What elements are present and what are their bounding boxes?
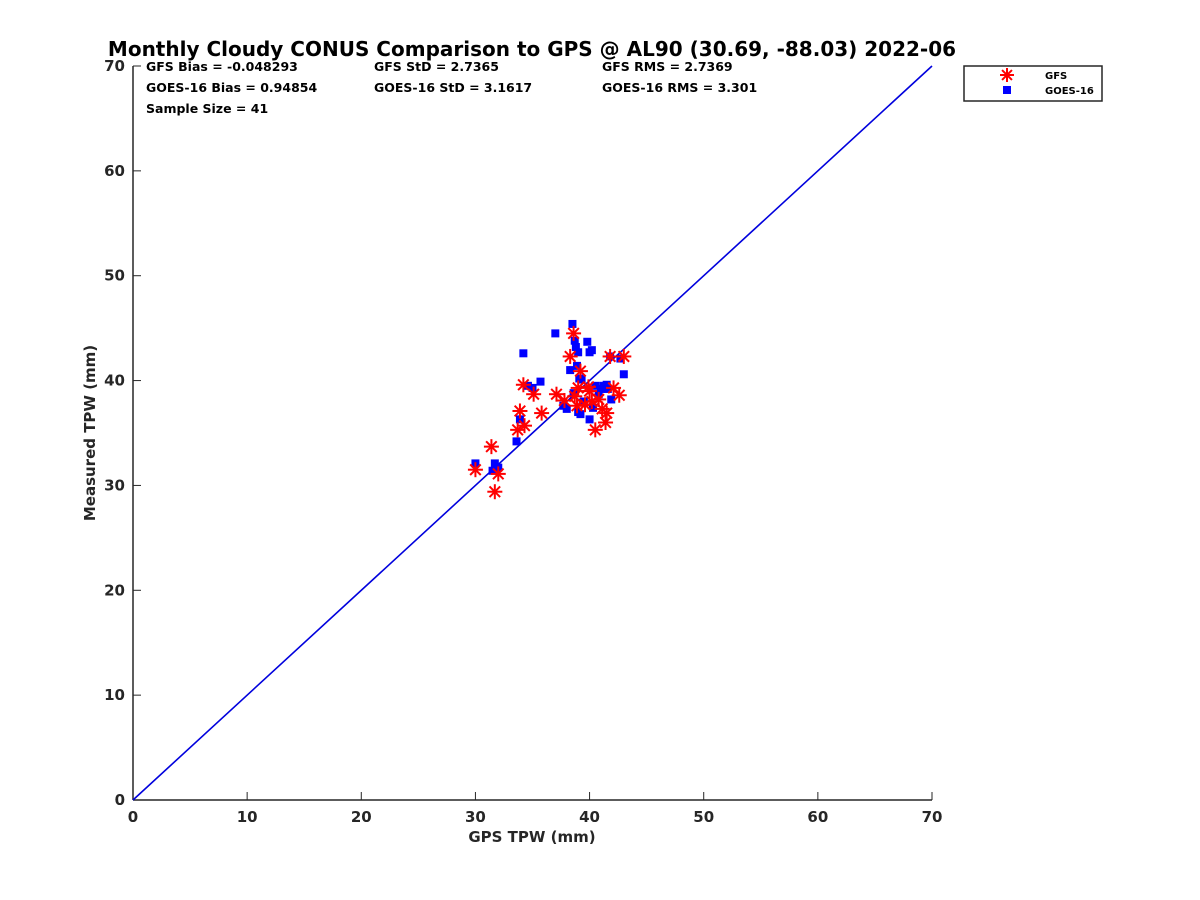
gfs-point (490, 466, 506, 482)
goes16-point (602, 380, 611, 389)
gfs-point (566, 325, 582, 341)
gfs-point (616, 348, 632, 364)
gfs-point (562, 348, 578, 364)
goes16-point (490, 459, 499, 468)
y-tick-label: 0 (115, 791, 125, 809)
goes16-point (523, 381, 532, 390)
gfs-point (515, 377, 531, 393)
stat-gfs-rms: GFS RMS = 2.7369 (602, 59, 733, 74)
goes16-point (536, 377, 545, 386)
y-tick-label: 40 (104, 372, 125, 390)
y-tick-label: 70 (104, 57, 125, 75)
goes16-point (571, 343, 580, 352)
x-tick-label: 0 (128, 808, 138, 826)
goes16-point (570, 336, 579, 345)
gfs-point (487, 484, 503, 500)
stat-goes-std: GOES-16 StD = 3.1617 (374, 80, 532, 95)
goes16-point (574, 348, 583, 357)
goes16-point (574, 408, 583, 417)
goes16-point (512, 437, 521, 446)
stat-goes-rms: GOES-16 RMS = 3.301 (602, 80, 757, 95)
goes16-point (587, 346, 596, 355)
goes16-point (562, 404, 571, 413)
stat-gfs-std: GFS StD = 2.7365 (374, 59, 499, 74)
goes16-point (566, 366, 575, 375)
legend-gfs-label: GFS (1045, 71, 1067, 82)
gfs-point (569, 398, 585, 414)
stat-goes-bias: GOES-16 Bias = 0.94854 (146, 80, 317, 95)
x-tick-label: 20 (351, 808, 372, 826)
gfs-point (582, 383, 598, 399)
gfs-point (534, 405, 550, 421)
goes16-point (588, 403, 597, 412)
gfs-point (526, 386, 542, 402)
chart-title: Monthly Cloudy CONUS Comparison to GPS @… (108, 37, 956, 61)
gfs-point (611, 387, 627, 403)
gfs-point (467, 462, 483, 478)
legend-goes-label: GOES-16 (1045, 86, 1094, 97)
legend-box (963, 65, 1103, 102)
stat-sample-size: Sample Size = 41 (146, 101, 268, 116)
y-tick-label: 10 (104, 686, 125, 704)
gfs-point (599, 405, 615, 421)
gfs-point (512, 403, 528, 419)
goes16-point (619, 370, 628, 379)
goes16-point (583, 337, 592, 346)
stat-gfs-bias: GFS Bias = -0.048293 (146, 59, 298, 74)
x-tick-label: 70 (922, 808, 943, 826)
gfs-point (587, 422, 603, 438)
x-tick-label: 60 (807, 808, 828, 826)
goes16-point (577, 375, 586, 384)
gfs-point (602, 348, 618, 364)
goes16-point (607, 395, 616, 404)
x-tick-label: 50 (693, 808, 714, 826)
x-tick-label: 10 (237, 808, 258, 826)
gfs-point (570, 380, 586, 396)
goes16-point (568, 319, 577, 328)
goes16-point (573, 361, 582, 370)
legend-gfs-marker (1000, 68, 1014, 82)
goes16-point (528, 383, 537, 392)
gfs-point (548, 386, 564, 402)
gfs-point (572, 363, 588, 379)
one-to-one-line (132, 65, 933, 801)
gfs-point (483, 439, 499, 455)
x-axis-label: GPS TPW (mm) (468, 828, 595, 846)
x-tick-label: 40 (579, 808, 600, 826)
goes16-point (515, 415, 524, 424)
y-axis-label: Measured TPW (mm) (81, 345, 99, 521)
plot-area: 0 10 20 30 40 50 60 70 0 10 20 30 40 50 60 70 (104, 57, 942, 826)
goes16-point (603, 384, 612, 393)
y-tick-label: 20 (104, 581, 125, 599)
legend-gfs-asterisk (1000, 68, 1014, 82)
y-tick-label: 30 (104, 476, 125, 494)
goes16-point (585, 415, 594, 424)
goes16-point (591, 381, 600, 390)
legend: GFS GOES-16 (963, 65, 1103, 102)
y-tick-label: 60 (104, 162, 125, 180)
goes16-point (519, 349, 528, 358)
goes16-point (551, 329, 560, 338)
gfs-point (517, 418, 533, 434)
gfs-point (584, 394, 600, 410)
y-tick-label: 50 (104, 267, 125, 285)
x-tick-label: 30 (465, 808, 486, 826)
goes16-point (488, 466, 497, 475)
legend-goes-marker (1003, 86, 1011, 94)
